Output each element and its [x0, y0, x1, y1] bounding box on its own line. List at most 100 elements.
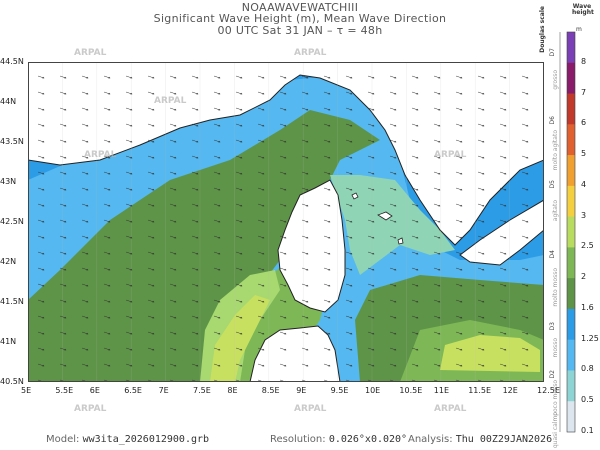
- wave-direction-arrow: [81, 203, 89, 207]
- wave-direction-arrow: [257, 347, 265, 351]
- wave-direction-arrow: [59, 283, 67, 287]
- wave-direction-arrow: [301, 251, 309, 255]
- watermark: ARPAL: [294, 404, 327, 414]
- wave-direction-arrow: [257, 75, 265, 79]
- wave-direction-arrow: [521, 91, 529, 95]
- wave-direction-arrow: [191, 283, 199, 287]
- wave-direction-arrow: [301, 331, 309, 335]
- wave-direction-arrow: [477, 171, 485, 175]
- wave-direction-arrow: [37, 251, 45, 255]
- wave-direction-arrow: [323, 203, 331, 207]
- wave-direction-arrow: [477, 139, 485, 143]
- wave-direction-arrow: [257, 267, 265, 271]
- wave-direction-arrow: [345, 187, 353, 191]
- wave-direction-arrow: [433, 123, 441, 127]
- colorbar-tick: 4: [581, 179, 587, 189]
- wave-direction-arrow: [213, 155, 221, 159]
- lat-label: 44N: [0, 97, 17, 106]
- wave-direction-arrow: [411, 283, 419, 287]
- chart-title: NOAAWAVEWATCHIII: [241, 1, 359, 14]
- wave-direction-arrow: [279, 187, 287, 191]
- wave-direction-arrow: [103, 155, 111, 159]
- wave-direction-arrow: [257, 107, 265, 111]
- wave-direction-arrow: [345, 91, 353, 95]
- wave-direction-arrow: [411, 331, 419, 335]
- wave-direction-arrow: [521, 235, 529, 239]
- wave-direction-arrow: [477, 187, 485, 191]
- colorbar-band: [567, 93, 575, 125]
- wave-direction-arrow: [279, 123, 287, 127]
- douglas-name: poco mosso: [552, 380, 559, 416]
- wave-direction-arrow: [147, 251, 155, 255]
- wave-direction-arrow: [345, 251, 353, 255]
- lon-label: 7E: [158, 386, 169, 395]
- wave-direction-arrow: [147, 203, 155, 207]
- wave-direction-arrow: [345, 171, 353, 175]
- colorbar-tick: 8: [581, 56, 587, 66]
- wave-height-colorbar: [559, 31, 576, 433]
- colorbar-tick: 0.5: [581, 395, 594, 405]
- wave-direction-arrow: [477, 283, 485, 287]
- wave-direction-arrow: [103, 299, 111, 303]
- wave-direction-arrow: [279, 203, 287, 207]
- wave-direction-arrow: [257, 91, 265, 95]
- wave-direction-arrow: [235, 203, 243, 207]
- wave-direction-arrow: [345, 203, 353, 207]
- wave-direction-arrow: [433, 363, 441, 367]
- wave-direction-arrow: [191, 267, 199, 271]
- wave-direction-arrow: [521, 75, 529, 79]
- wave-direction-arrow: [433, 139, 441, 143]
- wave-direction-arrow: [37, 299, 45, 303]
- wave-direction-arrow: [411, 347, 419, 351]
- wave-direction-arrow: [169, 203, 177, 207]
- wave-direction-arrow: [191, 219, 199, 223]
- lat-label: 42.5N: [0, 217, 24, 226]
- wave-direction-arrow: [81, 155, 89, 159]
- wave-direction-arrow: [411, 75, 419, 79]
- wave-direction-arrow: [125, 315, 133, 319]
- wave-direction-arrow: [147, 107, 155, 111]
- wave-direction-arrow: [411, 91, 419, 95]
- wave-direction-arrow: [235, 139, 243, 143]
- wave-direction-arrow: [345, 75, 353, 79]
- wave-direction-arrow: [59, 75, 67, 79]
- wave-direction-arrow: [169, 251, 177, 255]
- wave-direction-arrow: [257, 283, 265, 287]
- wave-direction-arrow: [477, 155, 485, 159]
- wave-direction-arrow: [455, 363, 463, 367]
- wave-direction-arrow: [169, 107, 177, 111]
- wave-direction-arrow: [147, 155, 155, 159]
- wave-direction-arrow: [125, 299, 133, 303]
- wave-direction-arrow: [477, 123, 485, 127]
- wave-direction-arrow: [125, 123, 133, 127]
- wave-direction-arrow: [323, 107, 331, 111]
- wave-direction-arrow: [279, 331, 287, 335]
- wave-direction-arrow: [257, 315, 265, 319]
- colorbar-frame: [566, 31, 576, 433]
- wave-direction-arrow: [235, 315, 243, 319]
- wave-direction-arrow: [323, 299, 331, 303]
- wave-direction-arrow: [521, 315, 529, 319]
- douglas-name: mosso: [552, 338, 559, 358]
- wave-direction-arrow: [125, 155, 133, 159]
- wave-direction-arrow: [433, 331, 441, 335]
- wave-direction-arrow: [103, 219, 111, 223]
- colorbar-band: [567, 370, 575, 402]
- wave-band-yellow-west: [210, 295, 270, 382]
- wave-direction-arrow: [191, 315, 199, 319]
- wave-direction-arrow: [235, 299, 243, 303]
- wave-direction-arrow: [103, 347, 111, 351]
- wave-direction-arrow: [477, 91, 485, 95]
- wave-direction-arrow: [477, 235, 485, 239]
- wave-direction-arrow: [125, 75, 133, 79]
- wave-direction-arrow: [499, 91, 507, 95]
- wave-direction-arrow: [411, 171, 419, 175]
- wave-direction-arrow: [499, 251, 507, 255]
- land-giglio: [397, 237, 404, 245]
- wave-direction-arrow: [477, 75, 485, 79]
- wave-direction-arrow: [389, 347, 397, 351]
- douglas-name: molto agitato: [552, 130, 559, 171]
- footer-model: Model: ww3ita_2026012900.grb: [46, 434, 210, 445]
- douglas-code: D4: [549, 250, 556, 259]
- lon-label: 12.5E: [537, 386, 560, 395]
